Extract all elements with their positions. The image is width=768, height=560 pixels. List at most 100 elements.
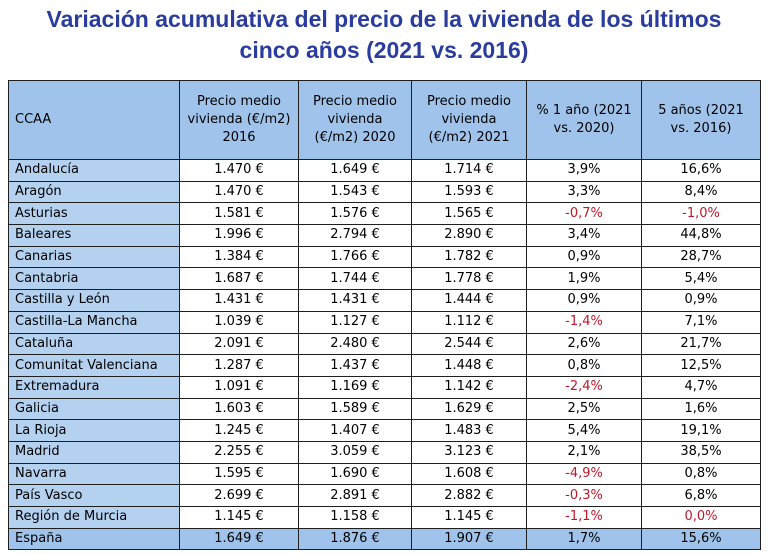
table-row: Castilla y León 1.431 €1.431 €1.444 €0,9%… [8, 289, 761, 312]
table-row: Cataluña 2.091 €2.480 €2.544 €2,6% 21,7% [8, 332, 761, 356]
region-cell: Cantabria [8, 267, 180, 291]
price-2016-cell: 1.145 € [179, 506, 299, 529]
price-2016-cell: 1.039 € [179, 310, 299, 334]
price-2020-cell: 1.744 € [298, 267, 412, 291]
price-2016-cell: 1.470 € [179, 159, 299, 182]
price-2021-cell: 1.145 € [411, 506, 527, 529]
change-1-year-cell: 3,4% [526, 224, 642, 247]
change-1-year-cell: 0,9% [526, 245, 642, 269]
price-2020-cell: 1.127 € [298, 310, 412, 334]
change-5-years-cell: 4,7% [641, 375, 761, 399]
price-2016-cell: 2.255 € [179, 440, 299, 464]
change-5-years-cell: 16,6% [641, 159, 761, 182]
price-2021-cell: 1.608 € [411, 462, 527, 486]
change-5-years-cell: 44,8% [641, 224, 761, 247]
price-2016-cell: 1.470 € [179, 180, 299, 204]
region-cell: Baleares [8, 224, 180, 247]
table-row: Región de Murcia 1.145 €1.158 €1.145 € -1,… [8, 506, 761, 529]
price-2020-cell: 2.891 € [298, 484, 412, 507]
change-1-year-cell: 0,9% [526, 289, 642, 312]
price-2016-cell: 1.384 € [179, 245, 299, 269]
price-2021-cell: 1.112 € [411, 310, 527, 334]
price-2020-cell: 2.480 € [298, 332, 412, 356]
price-2020-cell: 1.437 € [298, 354, 412, 377]
region-cell: La Rioja [8, 419, 180, 442]
title-line-1: Variación acumulativa del precio de la v… [46, 6, 722, 32]
price-2021-cell: 1.593 € [411, 180, 527, 204]
change-5-years-cell: 15,6% [641, 527, 761, 551]
price-2020-cell: 3.059 € [298, 440, 412, 464]
change-1-year-cell: 0,8% [526, 354, 642, 377]
table-row: Galicia 1.603 €1.589 €1.629 €2,5% 1,6% [8, 397, 761, 421]
change-1-year-cell: 1,9% [526, 267, 642, 291]
price-2020-cell: 1.407 € [298, 419, 412, 442]
header-row: CCAA Precio medio vivienda (€/m2) 2016 P… [8, 80, 761, 160]
change-5-years-cell: 0,8% [641, 462, 761, 486]
change-5-years-cell: 21,7% [641, 332, 761, 356]
change-5-years-cell: 1,6% [641, 397, 761, 421]
header-ccaa: CCAA [8, 80, 180, 160]
price-2020-cell: 2.794 € [298, 224, 412, 247]
change-5-years-cell: 8,4% [641, 180, 761, 204]
price-2020-cell: 1.169 € [298, 375, 412, 399]
price-2016-cell: 1.091 € [179, 375, 299, 399]
change-1-year-cell: 3,3% [526, 180, 642, 204]
price-2021-cell: 1.483 € [411, 419, 527, 442]
price-2021-cell: 1.714 € [411, 159, 527, 182]
price-2021-cell: 1.778 € [411, 267, 527, 291]
header-change-1-year: % 1 año (2021 vs. 2020) [526, 80, 642, 160]
table-row: Comunitat Valenciana 1.287 €1.437 €1.448 … [8, 354, 761, 377]
price-2021-cell: 2.890 € [411, 224, 527, 247]
region-cell: Madrid [8, 440, 180, 464]
price-2021-cell: 1.142 € [411, 375, 527, 399]
table-row: Castilla-La Mancha 1.039 €1.127 €1.112 € -… [8, 310, 761, 334]
table-body: Andalucía 1.470 €1.649 €1.714 €3,9% 16,6% A… [8, 159, 761, 551]
region-cell: Región de Murcia [8, 506, 180, 529]
price-2016-cell: 1.603 € [179, 397, 299, 421]
price-2016-cell: 1.431 € [179, 289, 299, 312]
change-5-years-cell: -1,0% [641, 202, 761, 226]
header-price-2016: Precio medio vivienda (€/m2) 2016 [179, 80, 299, 160]
table-row: Asturias 1.581 €1.576 €1.565 € -0,7% -1,0% [8, 202, 761, 226]
change-1-year-cell: 3,9% [526, 159, 642, 182]
table-row: Andalucía 1.470 €1.649 €1.714 €3,9% 16,6% [8, 159, 761, 182]
region-cell: Castilla-La Mancha [8, 310, 180, 334]
region-cell: Aragón [8, 180, 180, 204]
change-5-years-cell: 0,0% [641, 506, 761, 529]
change-5-years-cell: 6,8% [641, 484, 761, 507]
price-2020-cell: 1.589 € [298, 397, 412, 421]
price-2016-cell: 1.287 € [179, 354, 299, 377]
price-2016-cell: 2.699 € [179, 484, 299, 507]
table-row: Madrid 2.255 €3.059 €3.123 €2,1% 38,5% [8, 440, 761, 464]
change-1-year-cell: -1,1% [526, 506, 642, 529]
price-2021-cell: 1.782 € [411, 245, 527, 269]
table-row: Extremadura 1.091 €1.169 €1.142 € -2,4% 4,7… [8, 375, 761, 399]
region-cell: Asturias [8, 202, 180, 226]
region-cell: España [8, 527, 180, 551]
change-5-years-cell: 19,1% [641, 419, 761, 442]
change-1-year-cell: 2,5% [526, 397, 642, 421]
price-2020-cell: 1.543 € [298, 180, 412, 204]
price-2021-cell: 3.123 € [411, 440, 527, 464]
change-1-year-cell: -0,3% [526, 484, 642, 507]
price-2016-cell: 1.581 € [179, 202, 299, 226]
price-2021-cell: 1.444 € [411, 289, 527, 312]
change-5-years-cell: 28,7% [641, 245, 761, 269]
change-1-year-cell: -2,4% [526, 375, 642, 399]
header-price-2020: Precio medio vivienda (€/m2) 2020 [298, 80, 412, 160]
change-5-years-cell: 7,1% [641, 310, 761, 334]
title-line-2: cinco años (2021 vs. 2016) [239, 37, 529, 63]
region-cell: Cataluña [8, 332, 180, 356]
price-2021-cell: 1.448 € [411, 354, 527, 377]
price-2021-cell: 2.882 € [411, 484, 527, 507]
change-5-years-cell: 38,5% [641, 440, 761, 464]
price-2016-cell: 1.245 € [179, 419, 299, 442]
region-cell: País Vasco [8, 484, 180, 507]
price-2021-cell: 1.907 € [411, 527, 527, 551]
price-2020-cell: 1.576 € [298, 202, 412, 226]
region-cell: Extremadura [8, 375, 180, 399]
table-row: Cantabria 1.687 €1.744 €1.778 €1,9% 5,4% [8, 267, 761, 291]
price-2016-cell: 1.649 € [179, 527, 299, 551]
change-1-year-cell: 2,1% [526, 440, 642, 464]
table-row: Baleares 1.996 €2.794 €2.890 €3,4% 44,8% [8, 224, 761, 247]
